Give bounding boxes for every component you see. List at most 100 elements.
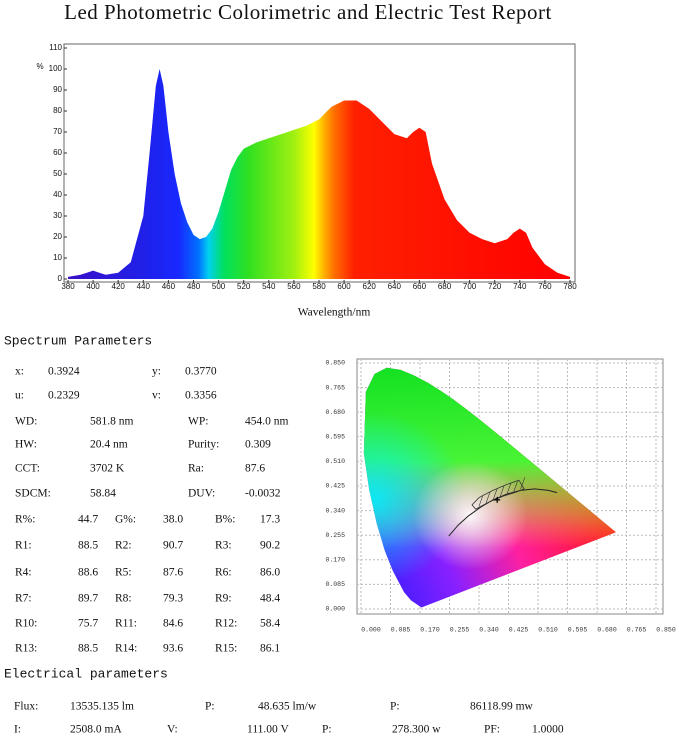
param-value: 93.6 bbox=[163, 643, 183, 655]
param-value: 88.5 bbox=[78, 540, 98, 552]
param-label: Flux: bbox=[14, 701, 38, 713]
x-axis-label: Wavelength/nm bbox=[298, 307, 371, 319]
param-value: 89.7 bbox=[78, 593, 98, 605]
x-tick-label: 520 bbox=[237, 282, 251, 291]
param-label: R3: bbox=[215, 540, 232, 552]
param-value: 88.6 bbox=[78, 567, 98, 579]
x-tick-label: 760 bbox=[538, 282, 552, 291]
param-value: 86.0 bbox=[260, 567, 280, 579]
spectrum-area bbox=[68, 69, 570, 279]
tolerance-hatch bbox=[506, 483, 512, 495]
y-tick-label: 0.680 bbox=[325, 409, 345, 416]
param-value: 454.0 nm bbox=[245, 416, 289, 428]
param-value: 86.1 bbox=[260, 643, 280, 655]
tolerance-hatch bbox=[492, 488, 498, 501]
param-label: R9: bbox=[215, 593, 232, 605]
x-tick-label: 700 bbox=[463, 282, 477, 291]
param-value: 0.2329 bbox=[48, 390, 80, 402]
param-label: R7: bbox=[15, 593, 32, 605]
param-label: B%: bbox=[215, 514, 235, 526]
y-tick-label: 110 bbox=[49, 43, 62, 52]
tolerance-hatch bbox=[499, 485, 505, 498]
y-tick-label: 20 bbox=[53, 232, 62, 241]
x-tick-label: 740 bbox=[513, 282, 527, 291]
x-tick-label: 0.255 bbox=[450, 627, 470, 634]
param-value: 581.8 nm bbox=[90, 416, 134, 428]
x-tick-label: 0.850 bbox=[656, 627, 676, 634]
param-label: HW: bbox=[15, 439, 37, 451]
param-label: Ra: bbox=[188, 463, 204, 475]
tolerance-hatch bbox=[520, 477, 526, 489]
param-value: 58.84 bbox=[90, 488, 116, 500]
param-label: R12: bbox=[215, 618, 237, 630]
x-tick-label: 560 bbox=[287, 282, 301, 291]
param-value: 75.7 bbox=[78, 618, 98, 630]
x-tick-label: 680 bbox=[438, 282, 452, 291]
x-tick-label: 540 bbox=[262, 282, 276, 291]
param-value: 87.6 bbox=[163, 567, 183, 579]
param-label: x: bbox=[15, 366, 24, 378]
section-heading: Spectrum Parameters bbox=[4, 333, 152, 348]
tolerance-band bbox=[471, 479, 525, 510]
y-tick-label: 0.085 bbox=[325, 581, 345, 588]
param-label: P: bbox=[390, 701, 400, 713]
x-tick-label: 0.680 bbox=[597, 627, 617, 634]
param-label: R1: bbox=[15, 540, 32, 552]
param-value: 3702 K bbox=[90, 463, 125, 475]
param-label: R6: bbox=[215, 567, 232, 579]
y-tick-label: 0.425 bbox=[325, 483, 345, 490]
x-tick-label: 420 bbox=[112, 282, 126, 291]
tolerance-hatch bbox=[478, 494, 484, 507]
param-value: 13535.135 lm bbox=[70, 701, 134, 713]
x-tick-label: 0.085 bbox=[391, 627, 411, 634]
tolerance-hatch bbox=[513, 480, 519, 492]
y-axis-label: % bbox=[36, 62, 43, 71]
param-label: R%: bbox=[15, 514, 35, 526]
param-label: v: bbox=[152, 390, 161, 402]
chromaticity-point bbox=[494, 496, 501, 503]
x-tick-label: 620 bbox=[363, 282, 377, 291]
param-label: PF: bbox=[484, 724, 500, 736]
param-value: 48.4 bbox=[260, 593, 280, 605]
y-tick-label: 70 bbox=[53, 127, 62, 136]
param-value: 0.309 bbox=[245, 439, 271, 451]
y-tick-label: 60 bbox=[53, 148, 62, 157]
x-tick-label: 720 bbox=[488, 282, 502, 291]
y-tick-label: 80 bbox=[53, 106, 62, 115]
y-tick-label: 0.340 bbox=[325, 507, 345, 514]
y-tick-label: 90 bbox=[53, 85, 62, 94]
param-label: R10: bbox=[15, 618, 37, 630]
param-label: R4: bbox=[15, 567, 32, 579]
x-tick-label: 400 bbox=[86, 282, 100, 291]
param-value: 88.5 bbox=[78, 643, 98, 655]
param-label: V: bbox=[167, 724, 178, 736]
x-tick-label: 440 bbox=[137, 282, 151, 291]
param-label: y: bbox=[152, 366, 161, 378]
param-label: R11: bbox=[115, 618, 137, 630]
x-tick-label: 380 bbox=[61, 282, 75, 291]
param-value: 38.0 bbox=[163, 514, 183, 526]
param-value: 90.7 bbox=[163, 540, 183, 552]
param-label: R5: bbox=[115, 567, 132, 579]
param-label: P: bbox=[322, 724, 332, 736]
param-value: 48.635 lm/w bbox=[258, 701, 317, 713]
y-tick-label: 10 bbox=[53, 253, 62, 262]
x-tick-label: 0.510 bbox=[538, 627, 558, 634]
param-label: R15: bbox=[215, 643, 237, 655]
section-heading: Electrical parameters bbox=[4, 666, 168, 681]
param-label: DUV: bbox=[188, 488, 215, 500]
y-tick-label: 0 bbox=[58, 274, 63, 283]
param-value: 20.4 nm bbox=[90, 439, 128, 451]
param-label: WD: bbox=[15, 416, 37, 428]
y-tick-label: 50 bbox=[53, 169, 62, 178]
x-tick-label: 0.765 bbox=[627, 627, 647, 634]
y-tick-label: 0.765 bbox=[325, 384, 345, 391]
param-value: 0.3770 bbox=[185, 366, 217, 378]
y-tick-label: 30 bbox=[53, 211, 62, 220]
x-tick-label: 0.425 bbox=[509, 627, 529, 634]
param-value: 0.3356 bbox=[185, 390, 217, 402]
y-tick-label: 0.850 bbox=[325, 360, 345, 367]
y-tick-label: 100 bbox=[49, 64, 63, 73]
param-value: 2508.0 mA bbox=[70, 724, 122, 736]
